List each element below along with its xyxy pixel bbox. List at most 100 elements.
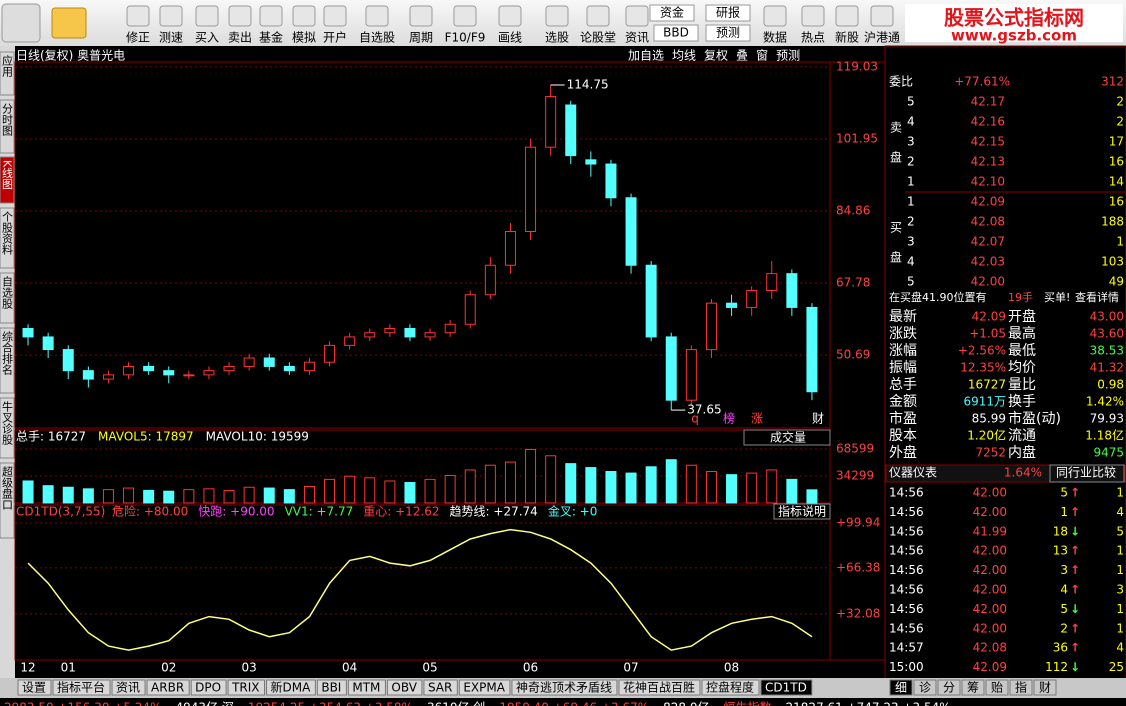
toolbar-label[interactable]: F10/F9 (445, 31, 486, 45)
side-tab[interactable] (0, 327, 15, 394)
toolbar-icon[interactable] (835, 5, 859, 27)
panel-tab-label[interactable]: 分 (943, 681, 955, 695)
toolbar-icon[interactable] (586, 5, 610, 27)
side-tab-label[interactable]: 综合排名 (1, 330, 14, 375)
panel-tab[interactable] (937, 679, 961, 696)
side-tab[interactable] (0, 207, 15, 269)
panel-tab[interactable] (1033, 679, 1057, 696)
panel-tab-label[interactable]: 筹 (967, 681, 979, 695)
pane-button[interactable] (773, 503, 831, 520)
side-tab[interactable] (0, 462, 15, 539)
side-tab-label[interactable]: 自选股 (1, 276, 14, 310)
logo[interactable] (1, 3, 41, 43)
bottom-tab-label[interactable]: DPO (195, 681, 221, 695)
side-tab-label[interactable]: 应用 (1, 54, 14, 78)
toolbar-label[interactable]: 周期 (409, 31, 433, 45)
toolbar-label[interactable]: 基金 (259, 30, 283, 45)
bottom-tab[interactable] (423, 679, 458, 696)
toolbar-label[interactable]: 买入 (195, 31, 219, 45)
toolbar-label[interactable]: 修正 (126, 30, 150, 45)
side-tab[interactable] (0, 51, 15, 96)
panel-tab[interactable] (889, 679, 913, 696)
pane-selector[interactable] (743, 429, 831, 446)
bottom-tab-label[interactable]: ARBR (151, 681, 184, 695)
bottom-tab[interactable] (146, 679, 190, 696)
header-button[interactable]: 窗 (756, 49, 768, 63)
toolbar-icon[interactable] (259, 5, 283, 27)
bottom-tab[interactable] (52, 679, 111, 696)
header-button[interactable]: 预测 (776, 49, 800, 63)
side-tab[interactable] (0, 397, 15, 459)
bottom-tab[interactable] (760, 679, 813, 696)
toolbar-label[interactable]: 测速 (159, 31, 183, 45)
bottom-tab[interactable] (701, 679, 760, 696)
bottom-tab-label[interactable]: MTM (352, 681, 380, 695)
panel-tab[interactable] (913, 679, 937, 696)
toolbar-icon[interactable] (126, 5, 150, 27)
bottom-tab-label[interactable]: SAR (428, 681, 452, 695)
bottom-tab-label[interactable]: TRIX (231, 681, 259, 695)
bottom-tab[interactable] (266, 679, 316, 696)
toolbar-icon[interactable] (801, 5, 825, 27)
toolbar-icon[interactable] (498, 5, 522, 27)
pane-title[interactable]: 成交量 (770, 430, 806, 445)
side-tab-label[interactable]: 个股资料 (1, 211, 14, 256)
toolbar-icon[interactable] (453, 5, 477, 27)
panel-tab[interactable] (1009, 679, 1033, 696)
toolbar-label[interactable]: 热点 (801, 31, 825, 45)
bottom-tab-label[interactable]: 指标平台 (57, 680, 105, 695)
compare-button[interactable] (1049, 464, 1125, 483)
bottom-tab-label[interactable]: 花神百战百胜 (623, 680, 695, 695)
bottom-tab-label[interactable]: 设置 (22, 681, 46, 695)
bottom-tab-label[interactable]: BBI (321, 681, 341, 695)
bottom-tab[interactable] (17, 679, 52, 696)
toolbar-icon[interactable] (292, 5, 316, 27)
toolbar-label[interactable]: 新股 (835, 30, 859, 45)
side-tab-label[interactable]: 牛叉诊股 (1, 400, 14, 446)
toolbar-label[interactable]: 卖出 (228, 31, 252, 45)
toolbar-label[interactable]: 资讯 (625, 31, 649, 45)
header-button[interactable]: 叠 (736, 49, 748, 63)
pane-button-label[interactable]: 指标说明 (778, 504, 826, 519)
header-button[interactable]: 复权 (704, 49, 728, 63)
bottom-tab-label[interactable]: 新DMA (271, 680, 312, 695)
compare-label[interactable]: 同行业比较 (1056, 465, 1116, 480)
bottom-tab[interactable] (618, 679, 701, 696)
toolbar-label[interactable]: 选股 (545, 31, 569, 45)
side-tab[interactable] (0, 156, 15, 204)
bottom-tab[interactable] (227, 679, 266, 696)
event-marker[interactable]: 榜 (723, 411, 735, 426)
toolbar-icon[interactable] (870, 5, 894, 27)
toolbar-icon[interactable] (763, 5, 787, 27)
header-button[interactable]: 均线 (672, 49, 696, 63)
toolbar-button[interactable] (649, 4, 695, 22)
side-tab-label[interactable]: 超级盘口 (1, 465, 14, 510)
toolbar-label[interactable]: 数据 (763, 30, 787, 45)
toolbar-label[interactable]: BBD (663, 26, 689, 40)
toolbar-icon[interactable] (625, 5, 649, 27)
panel-tab-label[interactable]: 指 (1015, 680, 1027, 695)
toolbar-label[interactable]: 画线 (498, 31, 522, 45)
toolbar-button[interactable] (653, 24, 699, 42)
toolbar-label[interactable]: 论股堂 (580, 31, 616, 45)
side-tab-label[interactable]: K线图 (1, 160, 14, 190)
toolbar-icon[interactable] (545, 5, 569, 27)
bottom-tab-label[interactable]: CD1TD (765, 681, 807, 695)
panel-tab[interactable] (961, 679, 985, 696)
toolbar-icon[interactable] (323, 5, 347, 27)
toolbar-icon[interactable] (228, 5, 252, 27)
bottom-tab[interactable] (111, 679, 146, 696)
bottom-tab-label[interactable]: 控盘程度 (706, 680, 754, 695)
toolbar-label[interactable]: 开户 (323, 30, 347, 45)
toolbar-icon[interactable] (195, 5, 219, 27)
bottom-tab-label[interactable]: 资讯 (116, 681, 140, 695)
side-tab[interactable] (0, 99, 15, 154)
back-button[interactable] (51, 7, 87, 39)
bottom-tab[interactable] (347, 679, 386, 696)
event-marker[interactable]: 涨 (751, 411, 763, 426)
toolbar-label[interactable]: 沪港通 (864, 31, 900, 45)
bottom-tab[interactable] (511, 679, 618, 696)
notice-link[interactable]: 查看详情 (1075, 290, 1119, 304)
bottom-tab-label[interactable]: 神奇逃顶术矛盾线 (516, 681, 612, 695)
bottom-tab-label[interactable]: OBV (391, 681, 417, 695)
